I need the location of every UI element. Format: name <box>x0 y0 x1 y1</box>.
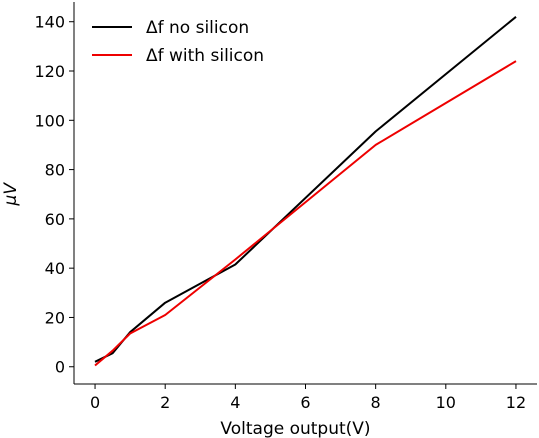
y-tick-label: 120 <box>34 62 65 81</box>
series-line-1 <box>94 60 517 367</box>
x-axis-label: Voltage output(V) <box>220 419 370 438</box>
x-tick-label: 0 <box>90 393 100 412</box>
x-tick-label: 4 <box>230 393 240 412</box>
x-tick-label: 2 <box>160 393 170 412</box>
y-ticks: 0 20 40 60 80 100 120 140 <box>34 13 74 377</box>
x-tick-label: 6 <box>300 393 310 412</box>
legend-label-no-silicon: Δf no silicon <box>146 18 249 38</box>
series-layer <box>94 16 517 367</box>
y-tick-label: 0 <box>55 358 65 377</box>
legend-label-with-silicon: Δf with silicon <box>146 46 264 66</box>
x-tick-label: 10 <box>436 393 456 412</box>
x-ticks: 0 2 4 6 8 10 12 <box>90 384 526 412</box>
y-tick-label: 140 <box>34 13 65 32</box>
y-tick-label: 40 <box>45 259 65 278</box>
legend: Δf no silicon Δf with silicon <box>92 18 264 66</box>
x-tick-label: 8 <box>371 393 381 412</box>
y-tick-label: 100 <box>34 111 65 130</box>
y-tick-label: 80 <box>45 161 65 180</box>
y-axis-label: μV <box>1 182 21 207</box>
y-tick-label: 20 <box>45 308 65 327</box>
y-tick-label: 60 <box>45 210 65 229</box>
series-line-0 <box>94 16 517 363</box>
x-tick-label: 12 <box>506 393 526 412</box>
axes: 0 2 4 6 8 10 12 0 20 40 60 80 100 120 140 <box>34 2 537 412</box>
